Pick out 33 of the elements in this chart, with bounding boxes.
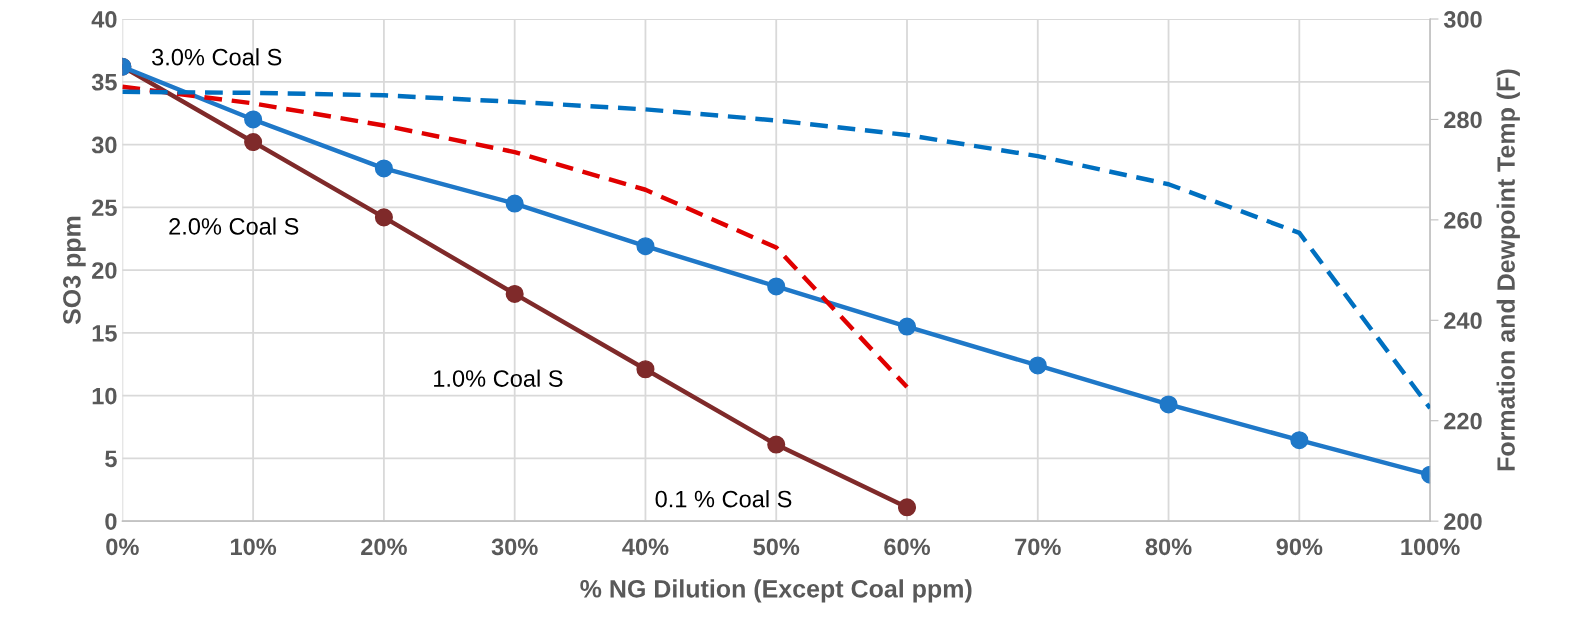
annotation: 1.0% Coal S: [434, 369, 563, 387]
x-tick-label: 90%: [1276, 538, 1323, 556]
x-tick-label: 40%: [622, 538, 669, 556]
y-tick-label: 35: [91, 73, 117, 91]
y-tick-label: 20: [92, 262, 117, 279]
x-tick-label: 80%: [1145, 538, 1192, 556]
y2-tick-label: 280: [1444, 111, 1482, 129]
y2-tick-label: 200: [1444, 513, 1482, 530]
y2-axis-title: Formation and Dewpoint Temp (F): [1496, 69, 1520, 471]
y-tick-label: 40: [91, 11, 117, 28]
y-tick-label: 5: [105, 450, 117, 468]
y2-tick-label: 240: [1444, 312, 1482, 330]
y2-tick-label: 220: [1444, 412, 1482, 430]
y-tick-label: 15: [92, 325, 117, 342]
annotation: 0.1 % Coal S: [655, 490, 792, 508]
y2-tick-label: 300: [1443, 11, 1482, 28]
y-tick-label: 10: [92, 387, 117, 405]
x-tick-label: 20%: [361, 538, 407, 556]
annotation: 2.0% Coal S: [169, 217, 299, 235]
x-tick-label: 100%: [1401, 538, 1460, 556]
x-axis-title: % NG Dilution (Except Coal ppm): [580, 579, 972, 603]
annotation: 3.0% Coal S: [152, 48, 282, 66]
y-tick-label: 0: [105, 513, 117, 530]
x-tick-label: 60%: [884, 538, 931, 556]
y-tick-label: 25: [92, 199, 117, 217]
y-tick-label: 30: [91, 136, 117, 154]
x-tick-label: 50%: [753, 538, 800, 556]
x-tick-label: 0%: [106, 538, 139, 556]
y2-tick-label: 260: [1444, 211, 1482, 229]
x-tick-label: 30%: [491, 538, 538, 556]
y-axis-title: SO3 ppm: [63, 216, 86, 325]
x-tick-label: 70%: [1015, 538, 1061, 556]
x-tick-label: 10%: [230, 538, 277, 556]
